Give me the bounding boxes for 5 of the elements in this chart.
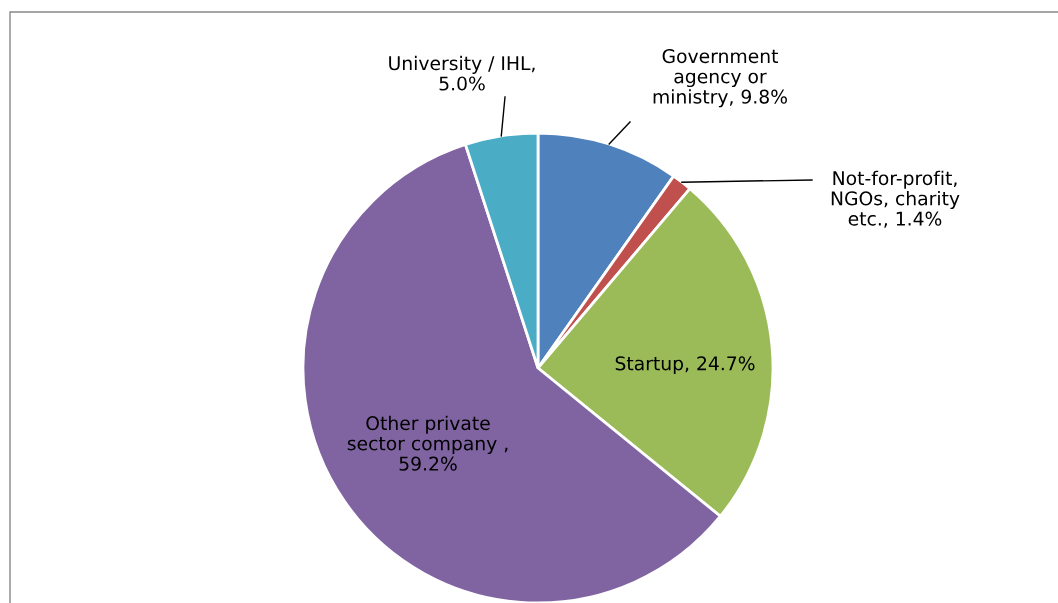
slice-label: Not-for-profit, NGOs, charity etc., 1.4% [831,170,960,228]
slice-label: Other private sector company , 59.2% [347,415,508,471]
slice-label: Government agency or ministry, 9.8% [653,48,787,108]
slice-label: Startup, 24.7% [615,356,755,375]
slice-label: University / IHL, 5.0% [389,55,535,91]
